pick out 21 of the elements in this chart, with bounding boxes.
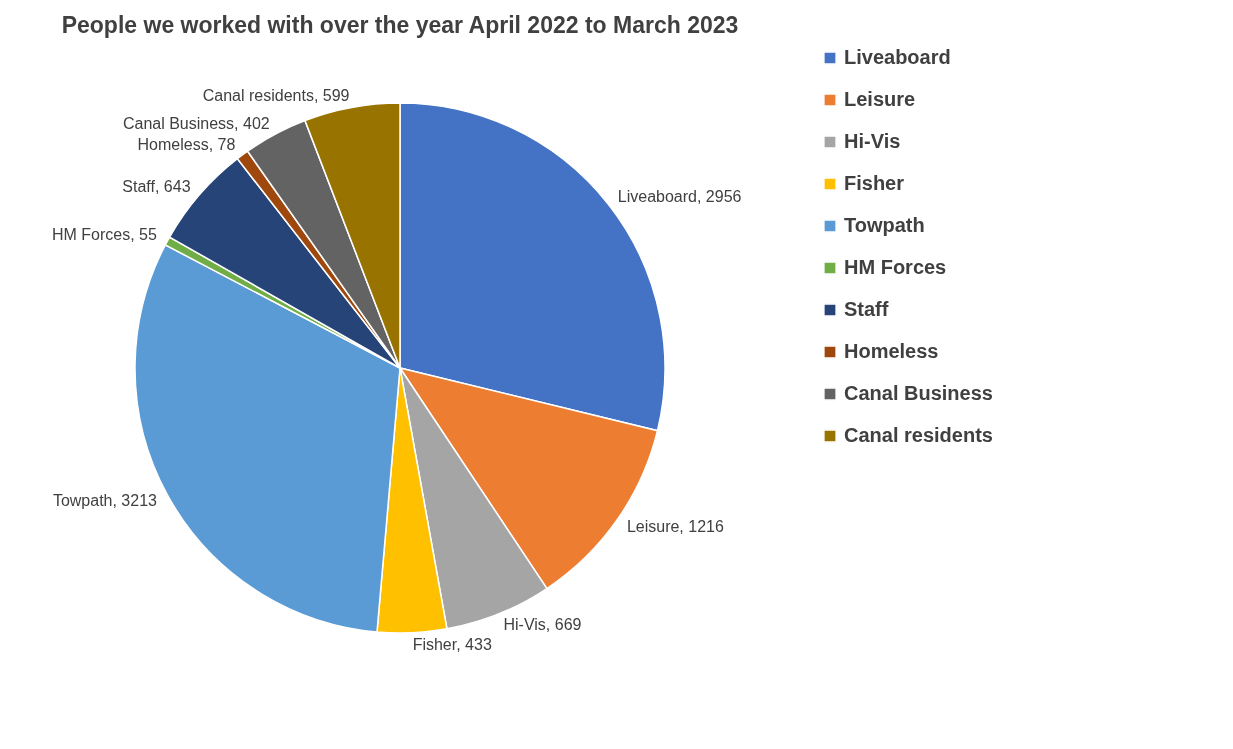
legend-label: Fisher [844, 172, 905, 194]
legend-label: Hi-Vis [844, 130, 901, 152]
data-label: Homeless, 78 [137, 136, 236, 154]
chart-title: People we worked with over the year April 2022 to March 2023 [61, 12, 739, 38]
data-label: Hi-Vis, 669 [503, 615, 582, 633]
legend-label: Leisure [844, 88, 916, 110]
data-label: Staff, 643 [122, 177, 191, 195]
legend-label: Homeless [844, 340, 939, 362]
data-label: HM Forces, 55 [51, 226, 157, 244]
legend-label: Liveaboard [844, 46, 951, 68]
data-label: Liveaboard, 2956 [617, 187, 742, 205]
data-label: Fisher, 433 [412, 635, 492, 653]
data-label: Canal Business, 402 [122, 114, 270, 132]
legend-label: Towpath [844, 214, 925, 236]
data-label: Canal residents, 599 [202, 86, 350, 104]
legend-label: Staff [844, 298, 889, 320]
legend-label: HM Forces [844, 256, 947, 278]
legend-label: Canal Business [844, 382, 993, 404]
data-label: Leisure, 1216 [626, 517, 724, 535]
legend-label: Canal residents [844, 424, 993, 446]
data-label: Towpath, 3213 [52, 491, 158, 509]
